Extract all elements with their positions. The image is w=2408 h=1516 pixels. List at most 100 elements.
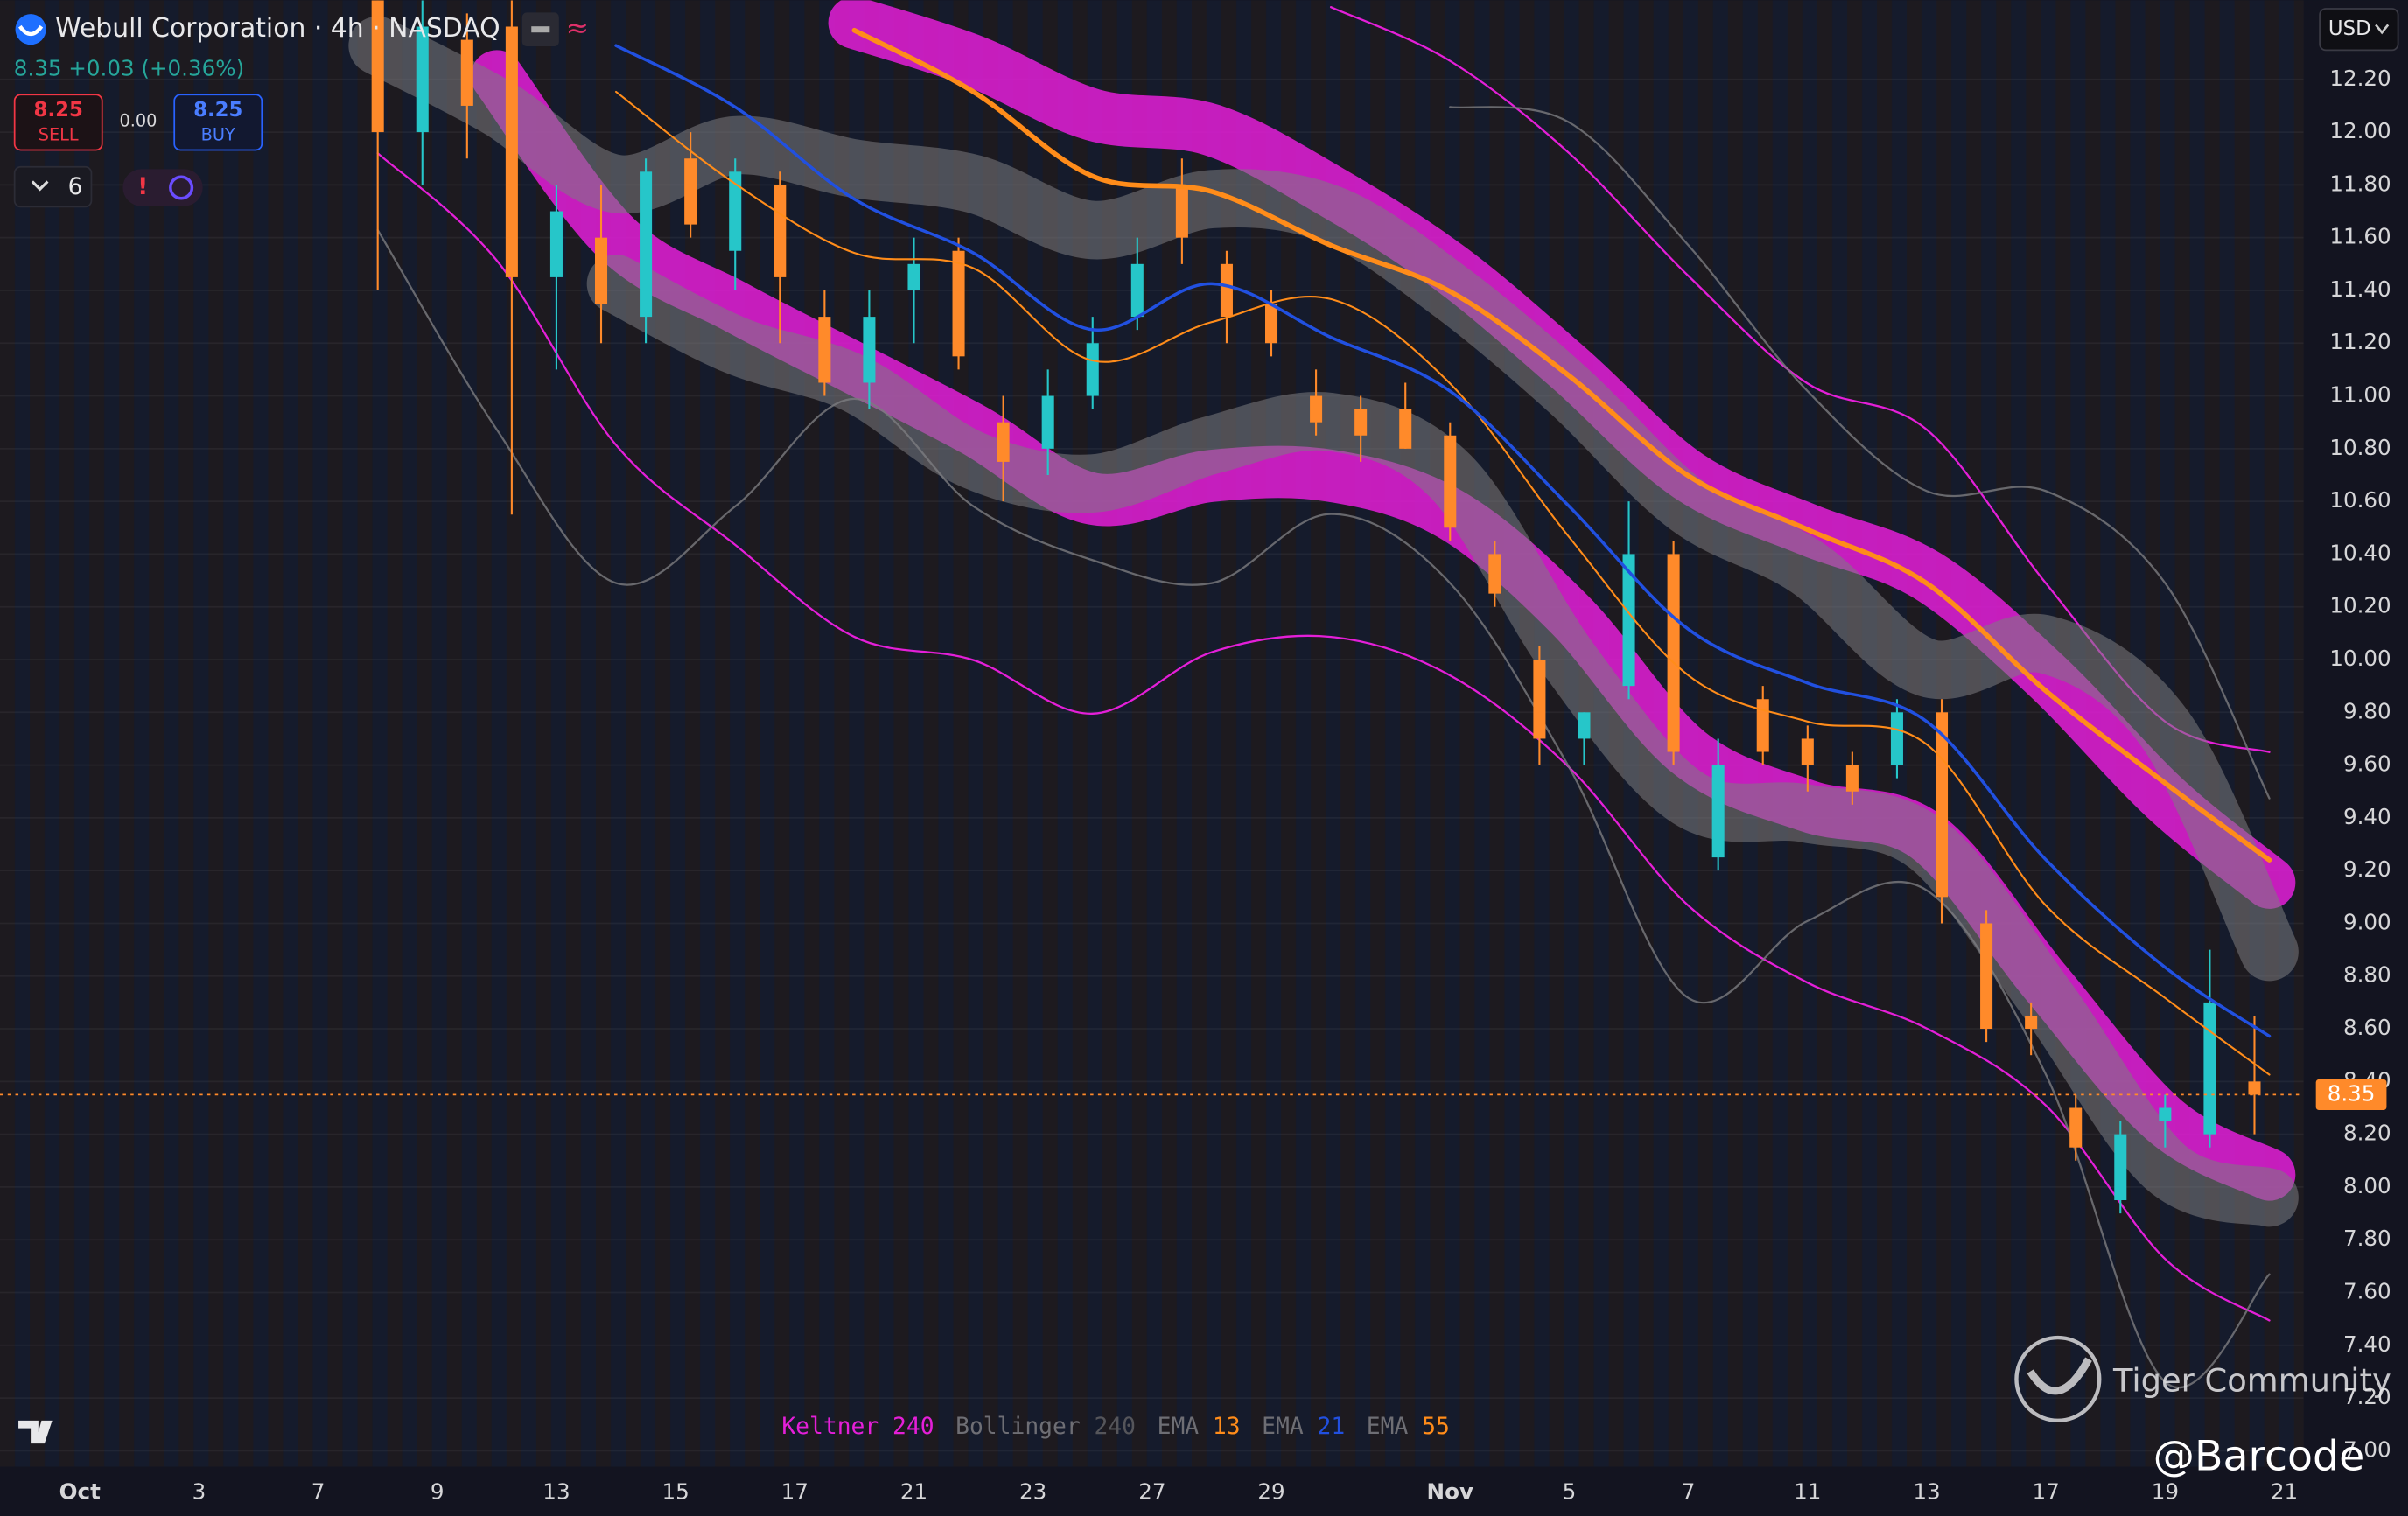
candle-body [1399,409,1412,449]
candle-body [1622,554,1635,687]
x-tick-label: 13 [1913,1478,1940,1504]
x-tick-label: 29 [1257,1478,1284,1504]
candle-body [1264,304,1278,344]
x-tick-label: 21 [900,1478,928,1504]
legend-length: 240 [1095,1413,1137,1439]
interval-count: 6 [68,174,83,200]
candle-body [2248,1081,2261,1095]
last-price-tag [2315,1079,2387,1110]
x-tick-label: 13 [542,1478,570,1504]
platform-logo [18,1420,52,1444]
x-tick-label: 23 [1019,1478,1046,1504]
candle-body [818,317,831,383]
y-tick-label: 11.40 [2329,276,2390,302]
candle-body [1220,263,1233,318]
candle-body [594,237,608,304]
candle-body [863,317,876,383]
y-tick-label: 9.00 [2343,909,2391,934]
x-tick-label: 11 [1794,1478,1821,1504]
watermark-icon [2014,1335,2102,1423]
candle-body [729,171,742,251]
candle-body [550,211,563,277]
candle-body [1086,343,1099,396]
y-tick-label: 8.00 [2343,1173,2391,1198]
candle-body [505,26,518,277]
candle-body [1175,185,1188,238]
candle-body [640,171,653,318]
y-tick-label: 9.60 [2343,751,2391,777]
x-tick-label: 21 [2271,1478,2298,1504]
candle-body [2114,1134,2127,1201]
symbol-title: Webull Corporation · 4h · NASDAQ [55,13,500,44]
band-line [376,152,2271,1322]
y-tick-label: 10.40 [2329,540,2390,565]
band-line [1449,106,2271,800]
legend-name: EMA [1262,1413,1304,1439]
band-ribbon [586,255,2299,1227]
buy-button[interactable] [173,94,263,151]
x-tick-label: 7 [312,1478,326,1504]
legend-length: 55 [1422,1413,1450,1439]
legend-name: EMA [1367,1413,1409,1439]
candle-body [1667,554,1680,752]
x-tick-label: 19 [2152,1478,2179,1504]
alert-icon: ! [137,174,148,200]
price-change: 8.35 +0.03 (+0.36%) [14,55,244,80]
y-tick-label: 10.20 [2329,593,2390,618]
candle-body [997,422,1010,462]
x-tick-label: Nov [1427,1478,1474,1504]
legend-name: EMA [1158,1413,1200,1439]
y-tick-label: 7.20 [2343,1384,2391,1409]
x-tick-label: 15 [662,1478,689,1504]
y-tick-label: 11.80 [2329,171,2390,196]
sell-button[interactable] [13,94,103,151]
y-tick-label: 10.60 [2329,487,2390,513]
legend-name: Keltner [781,1413,878,1439]
y-tick-label: 9.20 [2343,856,2391,882]
candle-body [1890,712,1903,765]
buy-label: BUY [201,124,235,144]
y-tick-label: 10.00 [2329,646,2390,671]
candle-body [2025,1015,2038,1030]
logo [15,14,46,45]
sell-label: SELL [38,124,79,144]
candle-body [2069,1107,2082,1148]
x-tick-label: 5 [1563,1478,1577,1504]
candle-body [1578,712,1591,739]
header-change: +0.03 (+0.36%) [68,55,244,80]
x-tick-label: 17 [2033,1478,2060,1504]
last-price-label: 8.35 [2328,1080,2376,1106]
y-tick-label: 11.60 [2329,224,2390,249]
currency-label: USD [2328,17,2371,40]
compare-icon[interactable]: ≈ [566,13,589,45]
candle-body [1130,263,1144,318]
candle-body [1444,435,1457,528]
legend-length: 13 [1213,1413,1241,1439]
candle-body [1488,554,1502,594]
y-tick-label: 7.40 [2343,1331,2391,1357]
legend-length: 21 [1318,1413,1346,1439]
candle-body [2159,1107,2172,1121]
watermark-brand: Tiger Community [2112,1361,2391,1399]
watermark-handle: @Barcode [2153,1433,2365,1481]
band-line [376,228,2271,1389]
candle-body [371,0,384,133]
legend-length: 240 [892,1413,934,1439]
x-tick-label: 7 [1682,1478,1696,1504]
interval-dropdown[interactable] [13,165,93,208]
x-tick-label: 17 [781,1478,808,1504]
y-tick-label: 8.20 [2343,1121,2391,1146]
y-tick-label: 11.00 [2329,382,2390,408]
header-price: 8.35 [14,55,62,80]
ema-line [851,27,2272,863]
x-tick-label: 9 [430,1478,444,1504]
currency-button[interactable] [2319,8,2399,52]
ema-line [614,44,2272,1038]
y-tick-label: 9.40 [2343,804,2391,829]
y-tick-label: 7.60 [2343,1279,2391,1304]
buy-price: 8.25 [193,99,242,122]
y-tick-label: 10.80 [2329,435,2390,460]
candle-body [416,26,429,133]
x-tick-label: Oct [60,1478,101,1504]
